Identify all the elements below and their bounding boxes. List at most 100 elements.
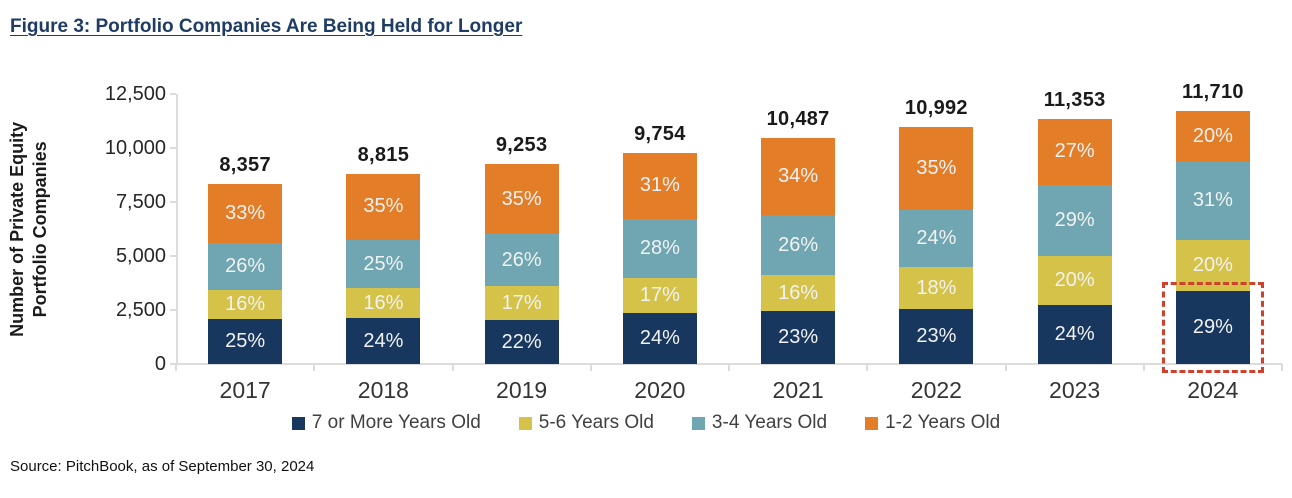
bar-segment-percent-label: 24% — [363, 329, 404, 352]
legend-item-7-or-more-years-old: 7 or More Years Old — [291, 412, 481, 434]
bar-segment-percent-label: 35% — [916, 156, 957, 179]
stacked-bar-2024: 29% 20% 31% 20% — [1161, 111, 1264, 373]
x-tick-mark-3 — [589, 364, 592, 371]
bar-segment: 28% — [622, 218, 697, 278]
x-axis-category-label: 2021 — [772, 377, 824, 403]
bar-segment: 16% — [346, 287, 421, 319]
legend-swatch — [291, 416, 305, 430]
bar-segment: 29% — [1037, 185, 1112, 257]
x-axis-category-label: 2024 — [1187, 377, 1239, 403]
bar-segment-percent-label: 17% — [501, 291, 542, 314]
bar-segment-percent-label: 20% — [1192, 124, 1233, 147]
y-tick-label-10000: 10,000 — [104, 137, 166, 159]
legend-label: 5-6 Years Old — [538, 412, 654, 433]
highlight-dashed-box — [1161, 281, 1264, 373]
bar-segment: 33% — [208, 183, 283, 244]
bar-segment-percent-label: 22% — [501, 330, 542, 353]
stacked-bar-2020: 24% 17% 28% 31% — [622, 153, 697, 364]
x-axis-category-label: 2022 — [910, 377, 962, 403]
bar-total-label: 8,357 — [219, 153, 271, 176]
y-tick-label-2500: 2,500 — [115, 299, 166, 321]
bar-total-label: 11,353 — [1043, 88, 1106, 111]
bar-segment: 31% — [1175, 161, 1250, 241]
bar-segment-percent-label: 34% — [778, 164, 819, 187]
y-tick-mark-5000 — [170, 255, 176, 257]
bar-segment: 20% — [1175, 111, 1250, 162]
y-axis-label: Number of Private Equity Portfolio Compa… — [7, 121, 54, 336]
bar-total-label: 11,710 — [1181, 81, 1244, 104]
stacked-bar-2021: 23% 16% 26% 34% — [761, 137, 836, 364]
bar-segment: 24% — [1037, 305, 1112, 364]
x-tick-mark-0 — [175, 364, 177, 371]
bar-segment-percent-label: 35% — [501, 187, 542, 210]
bar-segment: 25% — [208, 318, 283, 364]
bar-segment-percent-label: 24% — [1054, 323, 1095, 346]
bar-total-label: 9,754 — [634, 123, 686, 146]
bar-segment: 35% — [899, 126, 974, 210]
y-tick-mark-2500 — [170, 309, 176, 311]
bar-group-2017: 8,357 25% 16% 26% 33% 2017 — [176, 94, 314, 403]
y-axis-line — [176, 94, 178, 364]
bar-segment-percent-label: 25% — [225, 329, 266, 352]
bar-segment: 27% — [1037, 118, 1112, 186]
bar-segment-percent-label: 26% — [501, 248, 542, 271]
bar-segment-percent-label: 26% — [778, 233, 819, 256]
stacked-bar-2019: 22% 17% 26% 35% — [484, 164, 559, 364]
stacked-bar-2018: 24% 16% 25% 35% — [346, 173, 421, 364]
y-tick-label-12500: 12,500 — [104, 83, 166, 105]
x-axis-category-label: 2023 — [1049, 377, 1101, 403]
bar-segment: 22% — [484, 320, 559, 364]
bar-segment-percent-label: 20% — [1054, 269, 1095, 292]
bar-segment: 16% — [761, 274, 836, 312]
bar-segment: 17% — [622, 277, 697, 314]
bar-group-2021: 10,487 23% 16% 26% 34% 2021 — [729, 94, 867, 403]
bar-segment-percent-label: 26% — [225, 255, 266, 278]
y-tick-label-7500: 7,500 — [115, 191, 166, 213]
x-axis-category-label: 2017 — [219, 377, 271, 403]
bar-segment: 24% — [346, 318, 421, 364]
bar-segment: 29% — [1175, 290, 1250, 364]
bar-group-2024: 11,710 29% 20% 31% 20% 2024 — [1144, 81, 1282, 403]
bar-segment-percent-label: 20% — [1192, 253, 1233, 276]
bar-group-2018: 8,815 24% 16% 25% 35% 2018 — [314, 94, 452, 403]
legend: 7 or More Years Old 5-6 Years Old 3-4 Year… — [0, 412, 1292, 434]
bar-segment: 35% — [346, 173, 421, 241]
x-tick-mark-2 — [451, 364, 454, 371]
x-tick-mark-8 — [1281, 364, 1283, 371]
bar-segment: 25% — [346, 240, 421, 288]
bar-segment-percent-label: 27% — [1054, 140, 1095, 163]
bar-segment-percent-label: 23% — [778, 326, 819, 349]
bar-segment: 23% — [761, 311, 836, 364]
bar-total-label: 9,253 — [495, 134, 548, 157]
x-axis-category-label: 2018 — [357, 377, 409, 403]
y-tick-mark-7500 — [170, 201, 176, 203]
stacked-bar-2017: 25% 16% 26% 33% — [208, 183, 283, 364]
legend-item-3-4-years-old: 3-4 Years Old — [691, 412, 828, 434]
bar-segment-percent-label: 35% — [363, 195, 404, 218]
bar-segment: 24% — [622, 313, 697, 364]
y-axis-label-line-1: Number of Private Equity — [7, 121, 28, 337]
y-axis-label-line-2: Portfolio Companies — [31, 140, 52, 318]
y-axis-label-column: Number of Private Equity Portfolio Compa… — [0, 94, 60, 364]
bar-total-label: 8,815 — [357, 143, 410, 166]
y-tick-label-0: 0 — [154, 353, 166, 375]
legend-label: 3-4 Years Old — [711, 412, 828, 433]
bar-segment-percent-label: 24% — [639, 327, 680, 350]
bar-segment: 35% — [484, 164, 559, 235]
y-tick-mark-10000 — [170, 147, 176, 149]
bar-segment-percent-label: 29% — [1192, 315, 1233, 338]
bar-segment: 18% — [899, 266, 974, 310]
bar-groups: 8,357 25% 16% 26% 33% 2017 8,815 24% 16% 25% 35% 20… — [176, 81, 1282, 403]
x-tick-mark-7 — [1142, 364, 1145, 371]
y-axis-tick-labels: 0 2,500 5,000 7,500 10,000 12,500 — [60, 83, 176, 375]
bar-group-2022: 10,992 23% 18% 24% 35% 2022 — [867, 94, 1005, 403]
bar-segment-percent-label: 18% — [916, 276, 957, 299]
stacked-bar-2022: 23% 18% 24% 35% — [899, 126, 974, 364]
figure-title: Figure 3: Portfolio Companies Are Being … — [10, 16, 523, 37]
bar-segment-percent-label: 28% — [639, 236, 680, 259]
bar-segment: 17% — [484, 286, 559, 321]
bar-segment-percent-label: 17% — [639, 284, 680, 307]
bar-segment: 26% — [484, 234, 559, 287]
bar-segment-percent-label: 24% — [916, 226, 957, 249]
